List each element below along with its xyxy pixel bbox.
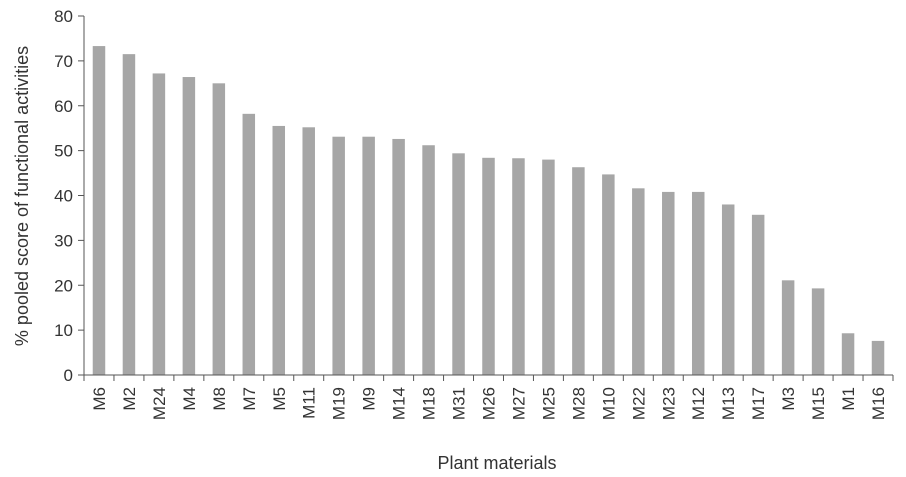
bar-m16 [871,340,885,375]
x-tick-label: M10 [599,387,618,420]
bar-m8 [212,83,226,375]
y-tick-label: 70 [54,52,73,71]
x-tick-label: M6 [90,387,109,411]
bar-m3 [781,280,795,375]
y-tick-label: 20 [54,276,73,295]
x-tick-label: M22 [629,387,648,420]
x-tick-label: M5 [270,387,289,411]
bar-m10 [602,174,615,375]
y-tick-label: 30 [54,231,73,250]
x-tick-label: M2 [120,387,139,411]
x-tick-label: M24 [150,387,169,420]
x-tick-label: M31 [450,387,469,420]
x-tick-label: M11 [300,387,319,419]
bar-m6 [92,46,106,375]
x-tick-label: M15 [809,387,828,420]
x-tick-label: M27 [509,387,528,420]
bar-m12 [691,191,705,375]
x-tick-label: M12 [689,387,708,420]
bar-m1 [841,333,855,375]
bar-m23 [662,191,675,375]
bars-group [92,46,885,376]
x-tick-label: M13 [719,387,738,420]
bar-m4 [182,77,196,375]
bar-m2 [122,54,136,376]
x-tick-label: M14 [390,387,409,420]
bar-m28 [572,167,585,375]
bar-m11 [302,127,315,375]
x-tick-label: M7 [240,387,259,411]
bar-m27 [512,158,525,375]
x-tick-label: M3 [779,387,798,411]
y-tick-label: 40 [54,187,73,206]
bar-m25 [542,159,555,375]
x-tick-label: M19 [330,387,349,420]
x-axis-title: Plant materials [437,453,556,473]
bar-m13 [721,204,735,375]
bar-m14 [392,138,405,375]
x-axis: M6 M2 M24 M4 M8 M7 M5 M11 M19 M9 M14 M18 M31 M26 M27 M2… [83,374,894,420]
x-tick-label: M8 [210,387,229,411]
bar-m5 [272,125,286,375]
y-tick-label: 60 [54,97,73,116]
x-tick-label: M16 [869,387,888,420]
x-tick-label: M26 [480,387,499,420]
x-tick-label: M4 [180,387,199,411]
bar-m7 [242,113,256,375]
y-tick-label: 0 [64,366,73,385]
x-tick-label: M28 [569,387,588,420]
bar-m18 [422,145,435,375]
bar-m19 [332,136,345,375]
bar-m17 [751,214,765,375]
bar-m26 [482,157,495,375]
bar-m24 [152,73,166,375]
x-tick-label: M25 [539,387,558,420]
bar-m22 [632,188,645,375]
bar-m9 [362,136,375,375]
x-tick-label: M18 [420,387,439,420]
x-tick-label: M23 [659,387,678,420]
y-tick-label: 10 [54,321,73,340]
y-tick-label: 80 [54,7,73,26]
y-axis: 0 10 20 30 40 50 60 70 80 [54,7,85,385]
y-tick-label: 50 [54,142,73,161]
y-axis-title: % pooled score of functional activities [12,46,32,346]
bar-m31 [452,153,465,375]
bar-m15 [811,288,825,375]
x-tick-label: M9 [360,387,379,411]
x-tick-label: M1 [839,387,858,411]
x-tick-label: M17 [749,387,768,420]
